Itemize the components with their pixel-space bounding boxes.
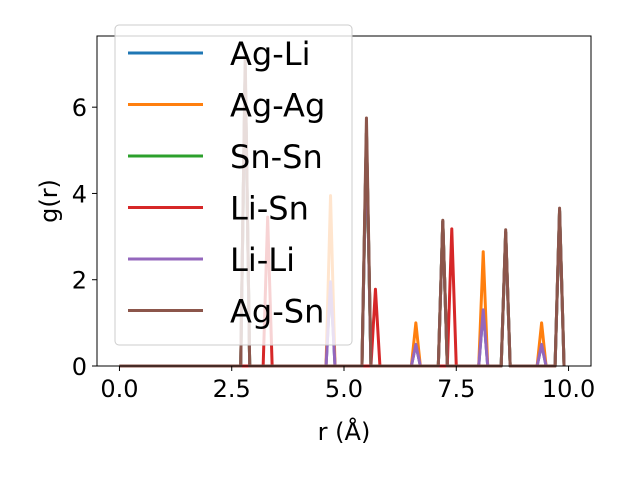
x-tick-label: 0.0 <box>100 375 138 403</box>
x-tick-label: 10.0 <box>542 375 595 403</box>
y-axis-label: g(r) <box>35 179 63 223</box>
legend: Ag-Li Ag-Ag Sn-Sn Li-Sn Li-Li Ag-Sn <box>114 24 353 346</box>
y-tick-label: 6 <box>72 94 87 122</box>
y-tick-label: 0 <box>72 353 87 381</box>
y-tick-label: 4 <box>72 180 87 208</box>
y-tick-label: 2 <box>72 267 87 295</box>
y-axis: 0 2 4 6 <box>72 94 97 381</box>
legend-label-ag-ag: Ag-Ag <box>230 87 325 125</box>
x-tick-label: 7.5 <box>437 375 475 403</box>
legend-label-li-li: Li-Li <box>230 241 295 279</box>
legend-label-ag-sn: Ag-Sn <box>230 293 324 331</box>
x-axis: 0.0 2.5 5.0 7.5 10.0 <box>100 366 595 403</box>
x-tick-label: 5.0 <box>325 375 363 403</box>
legend-label-sn-sn: Sn-Sn <box>230 138 323 176</box>
x-tick-label: 2.5 <box>213 375 251 403</box>
legend-label-li-sn: Li-Sn <box>230 190 309 228</box>
x-axis-label: r (Å) <box>318 417 371 446</box>
legend-label-ag-li: Ag-Li <box>230 35 310 73</box>
